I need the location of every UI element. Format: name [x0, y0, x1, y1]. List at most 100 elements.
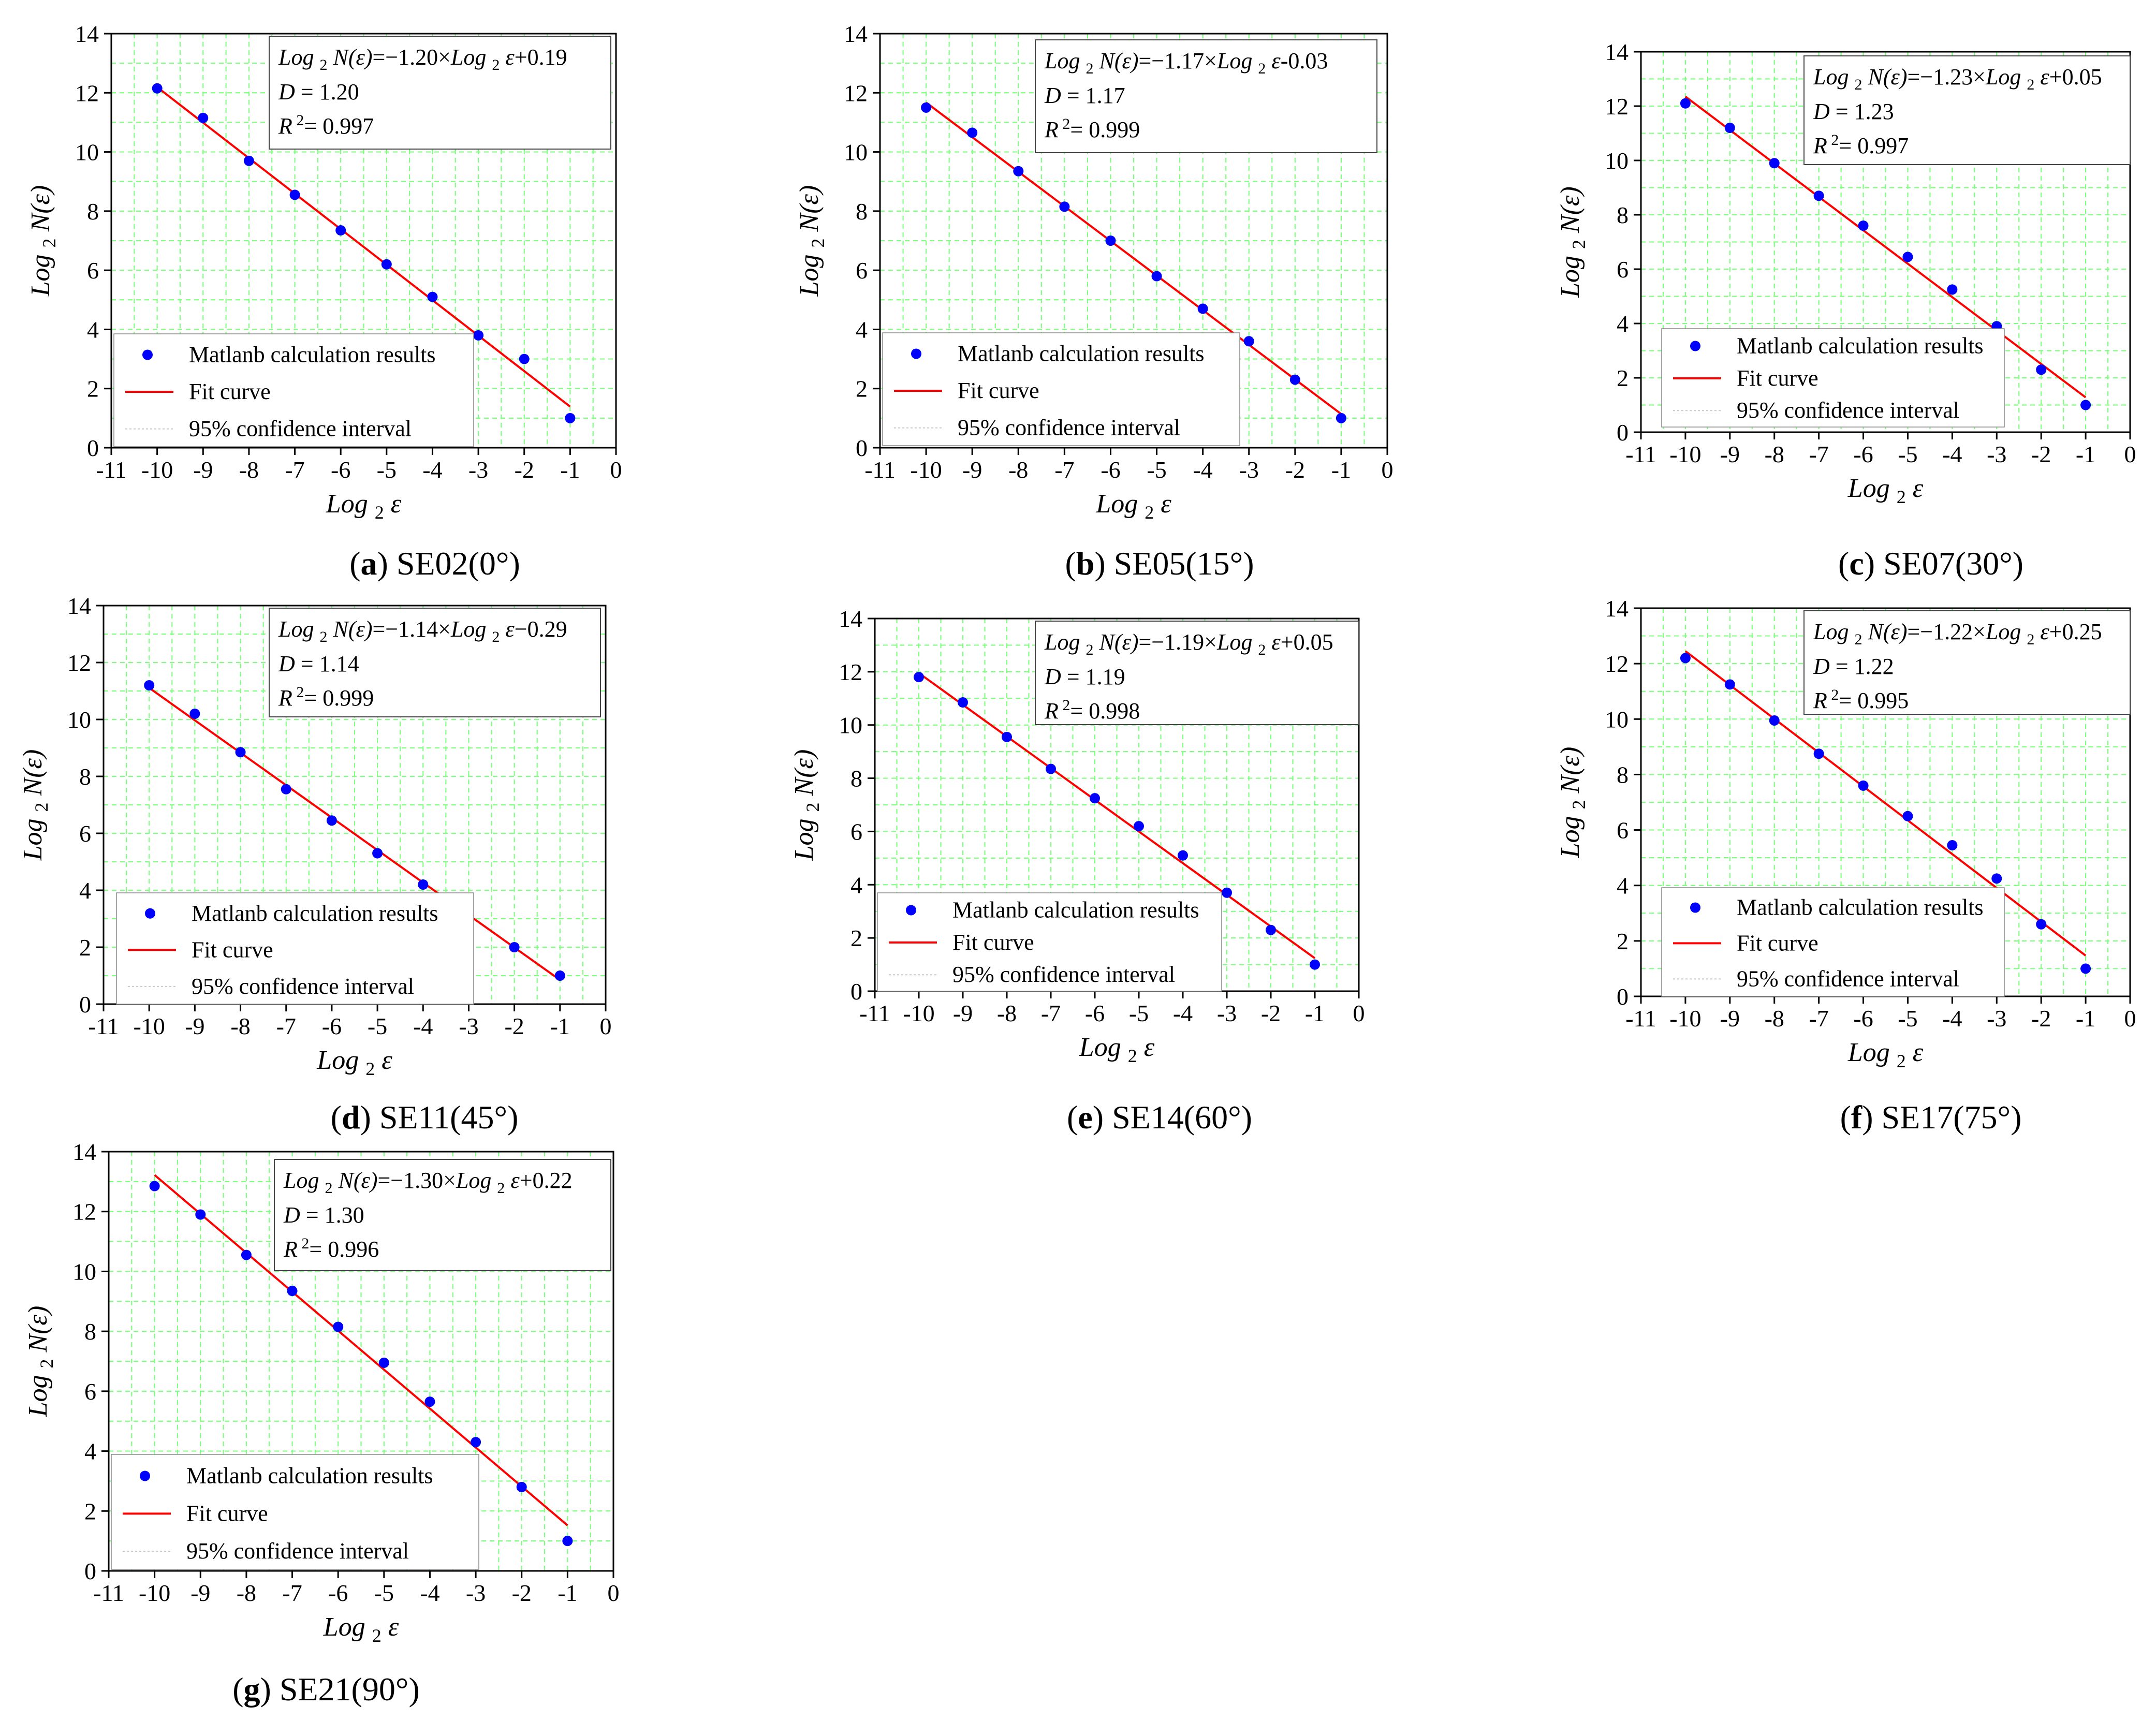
- x-tick-label: 0: [1382, 457, 1394, 483]
- x-tick-label: -10: [141, 457, 173, 483]
- y-tick-label: 8: [1617, 202, 1629, 228]
- x-tick-label: -7: [1809, 1005, 1828, 1032]
- data-point: [1947, 840, 1958, 851]
- x-tick-label: -1: [1331, 457, 1351, 483]
- y-tick-label: 0: [1617, 983, 1629, 1010]
- x-tick-label: -8: [1765, 441, 1784, 467]
- data-point: [471, 1437, 481, 1448]
- x-tick-label: 0: [2124, 1005, 2136, 1032]
- y-tick-label: 2: [1617, 365, 1629, 391]
- y-tick-label: 0: [1617, 419, 1629, 446]
- fit-curve-line: [154, 1174, 568, 1526]
- y-tick-label: 4: [1617, 311, 1629, 337]
- data-point: [1310, 959, 1320, 970]
- plot-frame: [879, 33, 1388, 449]
- fit-equation: Log 2 N(ε)=−1.20×Log 2 ε+0.19: [278, 45, 567, 73]
- x-tick-label: -9: [190, 1580, 210, 1606]
- x-tick-label: -2: [512, 1580, 532, 1606]
- chart-panel-a: -11 -10 -9 -8 -7 -6 -5 -4 -3 -2 -1 002468101214Log …: [26, 21, 622, 582]
- panel-caption: (c) SE07(30°): [1838, 545, 2023, 582]
- fit-equation: Log 2 N(ε)=−1.14×Log 2 ε−0.29: [278, 616, 567, 645]
- data-point: [333, 1321, 344, 1332]
- data-point: [1222, 887, 1232, 898]
- equation-box: [274, 1159, 611, 1271]
- data-point: [281, 784, 291, 795]
- data-point: [565, 413, 576, 423]
- x-tick-label: -9: [1720, 441, 1740, 467]
- x-tick-label: -11: [88, 1013, 119, 1039]
- y-axis-label: Log 2 N(ε): [18, 749, 52, 861]
- y-tick-label: 8: [84, 1318, 96, 1345]
- x-tick-label: -4: [1942, 1005, 1962, 1032]
- y-axis-label: Log 2 N(ε): [26, 185, 60, 297]
- r-squared-label: R 2= 0.999: [1044, 115, 1140, 142]
- x-tick-label: -8: [1765, 1005, 1784, 1032]
- y-tick-label: 2: [87, 376, 99, 402]
- legend-box: [111, 1454, 479, 1570]
- data-point: [1991, 873, 2002, 884]
- y-tick-label: 6: [84, 1378, 96, 1405]
- plot-frame: [110, 33, 617, 449]
- x-tick-label: -7: [282, 1580, 302, 1606]
- data-point: [198, 112, 209, 123]
- legend-label-ci: 95% confidence interval: [1737, 966, 1959, 991]
- x-tick-label: -7: [1054, 457, 1074, 483]
- y-tick-label: 4: [1617, 873, 1629, 899]
- x-tick-label: -6: [331, 457, 350, 483]
- data-point: [1902, 252, 1913, 262]
- plot-frame: [108, 1151, 614, 1572]
- y-tick-label: 10: [839, 712, 862, 739]
- y-tick-label: 12: [1605, 93, 1629, 120]
- data-point: [235, 747, 246, 758]
- y-tick-label: 8: [850, 766, 862, 792]
- y-tick-label: 10: [72, 1258, 96, 1285]
- x-tick-label: -9: [962, 457, 982, 483]
- legend-point-marker: [140, 1470, 150, 1481]
- y-tick-label: 14: [1605, 39, 1629, 65]
- fit-curve-line: [918, 672, 1316, 959]
- data-point: [241, 1249, 252, 1260]
- y-tick-label: 12: [72, 1199, 96, 1225]
- y-axis-label: Log 2 N(ε): [795, 185, 828, 297]
- x-tick-label: -7: [285, 457, 304, 483]
- data-point: [2080, 400, 2091, 410]
- panel-caption: (a) SE02(0°): [349, 545, 520, 582]
- data-point: [914, 672, 924, 683]
- x-tick-label: -1: [1305, 1000, 1325, 1026]
- y-tick-label: 10: [1605, 706, 1629, 732]
- y-tick-label: 10: [67, 707, 91, 733]
- equation-box: [269, 608, 601, 717]
- legend-point-marker: [142, 349, 153, 360]
- x-tick-label: -9: [185, 1013, 204, 1039]
- y-tick-label: 4: [87, 316, 99, 343]
- data-point: [1266, 924, 1276, 935]
- fractal-dimension-label: D = 1.20: [278, 79, 359, 105]
- y-tick-label: 8: [856, 198, 868, 225]
- x-tick-label: -11: [1625, 1005, 1656, 1032]
- equation-box: [1803, 610, 2131, 715]
- y-tick-label: 2: [850, 925, 862, 951]
- legend-label-points: Matlanb calculation results: [192, 901, 438, 926]
- x-tick-label: 0: [608, 1580, 620, 1606]
- x-tick-label: 0: [1353, 1000, 1365, 1026]
- x-tick-label: -5: [1898, 1005, 1917, 1032]
- x-tick-label: -1: [2076, 1005, 2095, 1032]
- x-tick-label: -1: [558, 1580, 577, 1606]
- x-tick-label: -3: [1217, 1000, 1237, 1026]
- data-point: [243, 155, 254, 166]
- fractal-dimension-label: D = 1.30: [283, 1202, 364, 1228]
- panel-caption: (b) SE05(15°): [1065, 545, 1254, 582]
- data-point: [144, 680, 155, 690]
- data-point: [424, 1396, 435, 1407]
- data-point: [1289, 374, 1300, 385]
- y-tick-label: 8: [79, 763, 91, 790]
- x-axis-label: Log 2 ε: [1095, 489, 1171, 523]
- data-point: [1769, 158, 1780, 169]
- y-tick-label: 4: [84, 1438, 96, 1465]
- y-tick-label: 14: [839, 606, 862, 632]
- y-axis-label: Log 2 N(ε): [789, 749, 823, 861]
- fit-equation: Log 2 N(ε)=−1.23×Log 2 ε+0.05: [1813, 64, 2102, 93]
- data-point: [149, 1181, 160, 1192]
- x-axis-label: Log 2 ε: [1847, 1038, 1924, 1071]
- equation-box: [1803, 55, 2131, 165]
